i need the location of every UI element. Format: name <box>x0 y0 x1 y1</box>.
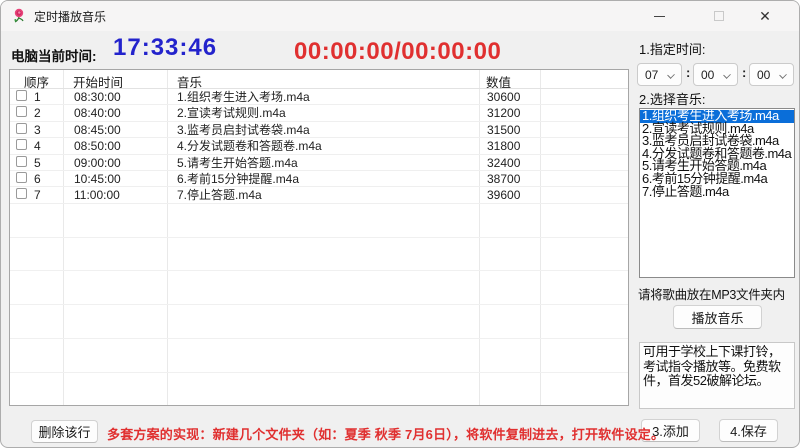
table-row[interactable]: 4 08:50:00 4.分发试题卷和答题卷.m4a 31800 <box>10 138 628 155</box>
title-bar: 定时播放音乐 ✕ <box>1 1 799 31</box>
row-checkbox[interactable] <box>16 139 27 151</box>
delete-row-button[interactable]: 删除该行 <box>31 420 98 443</box>
row-checkbox[interactable] <box>16 155 27 167</box>
table-body: 1 08:30:00 1.组织考生进入考场.m4a 30600 2 08:40:… <box>10 89 628 405</box>
music-list-item[interactable]: 1.组织考生进入考场.m4a <box>640 109 794 123</box>
cell-start-time: 08:30:00 <box>74 90 121 104</box>
save-button[interactable]: 4.保存 <box>719 419 778 442</box>
chevron-down-icon <box>723 71 731 79</box>
header-value: 数值 <box>486 76 512 90</box>
empty-table-row <box>10 204 628 238</box>
specify-time-label: 1.指定时间: <box>639 42 706 57</box>
music-list-item[interactable]: 4.分发试题卷和答题卷.m4a <box>642 145 792 161</box>
cell-start-time: 08:45:00 <box>74 122 121 137</box>
row-checkbox[interactable] <box>16 106 27 118</box>
cell-music: 5.请考生开始答题.m4a <box>177 155 298 170</box>
hour-select[interactable]: 07 <box>637 63 682 86</box>
cell-value: 38700 <box>487 171 521 186</box>
music-list-item[interactable]: 6.考前15分钟提醒.m4a <box>642 170 768 186</box>
table-row[interactable]: 5 09:00:00 5.请考生开始答题.m4a 32400 <box>10 155 628 171</box>
cell-order: 6 <box>34 171 41 186</box>
cell-value: 31800 <box>487 139 521 154</box>
table-header-row: 顺序 开始时间 音乐 数值 <box>10 70 628 90</box>
cell-start-time: 09:00:00 <box>74 155 121 170</box>
empty-table-row <box>10 271 628 306</box>
cell-order: 1 <box>34 90 41 104</box>
empty-table-row <box>10 339 628 373</box>
empty-table-row <box>10 238 628 272</box>
cell-order: 5 <box>34 155 41 170</box>
play-music-button[interactable]: 播放音乐 <box>673 305 762 329</box>
cell-value: 31200 <box>487 106 521 121</box>
header-music: 音乐 <box>177 76 203 90</box>
current-time-label: 电脑当前时间: <box>11 49 97 64</box>
cell-order: 3 <box>34 122 41 137</box>
minimize-button[interactable] <box>639 1 679 31</box>
cell-music: 7.停止答题.m4a <box>177 188 262 203</box>
maximize-button[interactable] <box>699 1 739 31</box>
close-button[interactable]: ✕ <box>759 8 771 24</box>
music-listbox[interactable]: 1.组织考生进入考场.m4a 2.宣读考试规则.m4a 3.监考员启封试卷袋.m4a… <box>639 108 795 278</box>
cell-music: 1.组织考生进入考场.m4a <box>177 90 310 104</box>
table-row[interactable]: 6 10:45:00 6.考前15分钟提醒.m4a 38700 <box>10 171 628 188</box>
second-select[interactable]: 00 <box>749 63 794 86</box>
music-list-item[interactable]: 3.监考员启封试卷袋.m4a <box>642 133 779 149</box>
minute-value: 00 <box>701 67 715 82</box>
chevron-down-icon <box>779 71 787 79</box>
cell-music: 3.监考员启封试卷袋.m4a <box>177 122 310 137</box>
mp3-folder-hint: 请将歌曲放在MP3文件夹内 <box>638 288 785 302</box>
music-list-item[interactable]: 7.停止答题.m4a <box>642 183 729 199</box>
cell-value: 30600 <box>487 90 521 104</box>
hour-value: 07 <box>645 67 659 82</box>
playback-time-value: 00:00:00/00:00:00 <box>294 38 502 65</box>
cell-order: 7 <box>34 188 41 203</box>
schedule-table: 顺序 开始时间 音乐 数值 1 08:30:00 1.组织考生进入考场.m4a … <box>9 69 629 406</box>
header-order: 顺序 <box>24 76 50 90</box>
cell-value: 32400 <box>487 155 521 170</box>
empty-table-row <box>10 373 628 405</box>
info-textbox: 可用于学校上下课打铃，考试指令播放等。免费软件，首发52破解论坛。 <box>639 342 795 409</box>
cell-start-time: 11:00:00 <box>74 188 120 203</box>
add-button[interactable]: 3.添加 <box>641 419 700 442</box>
minute-select[interactable]: 00 <box>693 63 738 86</box>
rose-icon <box>11 8 27 24</box>
select-music-label: 2.选择音乐: <box>639 92 706 107</box>
cell-start-time: 10:45:00 <box>74 171 121 186</box>
row-checkbox[interactable] <box>16 171 27 183</box>
multi-scheme-tip: 多套方案的实现：新建几个文件夹（如：夏季 秋季 7月6日），将软件复制进去，打开… <box>107 427 665 442</box>
cell-order: 2 <box>34 106 41 121</box>
table-row[interactable]: 3 08:45:00 3.监考员启封试卷袋.m4a 31500 <box>10 122 628 139</box>
time-colon: : <box>742 65 747 80</box>
chevron-down-icon <box>667 71 675 79</box>
current-time-value: 17:33:46 <box>113 34 218 61</box>
cell-music: 6.考前15分钟提醒.m4a <box>177 171 300 186</box>
cell-value: 31500 <box>487 122 521 137</box>
header-start-time: 开始时间 <box>73 76 124 90</box>
row-checkbox[interactable] <box>16 90 27 101</box>
table-row[interactable]: 2 08:40:00 2.宣读考试规则.m4a 31200 <box>10 105 628 122</box>
time-colon: : <box>686 65 691 80</box>
window-title: 定时播放音乐 <box>34 9 107 24</box>
cell-start-time: 08:50:00 <box>74 139 121 154</box>
empty-table-row <box>10 305 628 339</box>
table-row[interactable]: 7 11:00:00 7.停止答题.m4a 39600 <box>10 187 628 204</box>
music-list-item[interactable]: 5.请考生开始答题.m4a <box>642 158 767 174</box>
music-list-item[interactable]: 2.宣读考试规则.m4a <box>642 120 754 136</box>
row-checkbox[interactable] <box>16 188 27 200</box>
cell-music: 4.分发试题卷和答题卷.m4a <box>177 139 322 154</box>
cell-order: 4 <box>34 139 41 154</box>
cell-music: 2.宣读考试规则.m4a <box>177 106 286 121</box>
cell-value: 39600 <box>487 188 521 203</box>
second-value: 00 <box>757 67 771 82</box>
table-row[interactable]: 1 08:30:00 1.组织考生进入考场.m4a 30600 <box>10 89 628 106</box>
cell-start-time: 08:40:00 <box>74 106 121 121</box>
row-checkbox[interactable] <box>16 122 27 134</box>
